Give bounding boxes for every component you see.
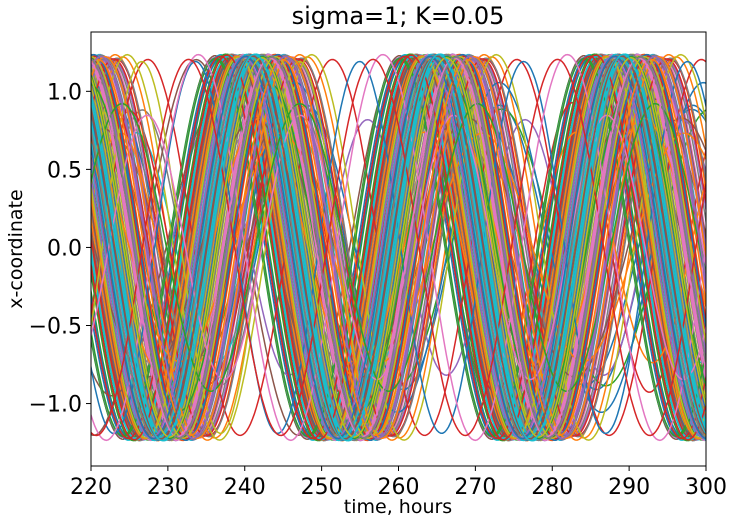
- x-tick-label: 220: [70, 475, 112, 500]
- x-axis: 220 230 240 250 260 270 280 290 300: [70, 466, 727, 500]
- series-layer: [91, 53, 706, 442]
- y-tick-label: −1.0: [29, 393, 82, 418]
- series-line: [91, 55, 706, 440]
- series-line: [91, 55, 706, 440]
- series-line: [91, 53, 706, 442]
- series-line: [91, 56, 706, 439]
- x-tick-label: 300: [685, 475, 727, 500]
- y-tick-label: 0.0: [47, 236, 82, 261]
- x-tick-label: 260: [378, 475, 420, 500]
- y-axis: −1.0 −0.5 0.0 0.5 1.0: [29, 80, 91, 418]
- x-tick-label: 240: [224, 475, 266, 500]
- series-line: [91, 57, 706, 438]
- x-axis-label: time, hours: [344, 496, 452, 518]
- series-line: [91, 57, 706, 438]
- series-line: [91, 57, 706, 438]
- x-tick-label: 250: [301, 475, 343, 500]
- series-line: [91, 53, 706, 442]
- x-tick-label: 270: [454, 475, 496, 500]
- y-tick-label: 1.0: [47, 80, 82, 105]
- series-line: [91, 55, 706, 440]
- series-line: [91, 53, 706, 441]
- x-tick-label: 280: [531, 475, 573, 500]
- series-line: [91, 58, 706, 437]
- series-line: [91, 57, 706, 438]
- y-axis-label: x-coordinate: [5, 189, 27, 308]
- x-tick-label: 290: [608, 475, 650, 500]
- y-tick-label: −0.5: [29, 314, 82, 339]
- series-line: [91, 114, 706, 381]
- series-line: [91, 54, 706, 441]
- series-line: [91, 57, 706, 438]
- series-line: [91, 55, 706, 440]
- chart-title: sigma=1; K=0.05: [292, 2, 505, 30]
- series-line: [91, 56, 706, 439]
- series-line: [91, 55, 706, 440]
- y-tick-label: 0.5: [47, 158, 82, 183]
- x-tick-label: 230: [147, 475, 189, 500]
- series-line: [91, 55, 706, 440]
- series-line: [91, 102, 706, 392]
